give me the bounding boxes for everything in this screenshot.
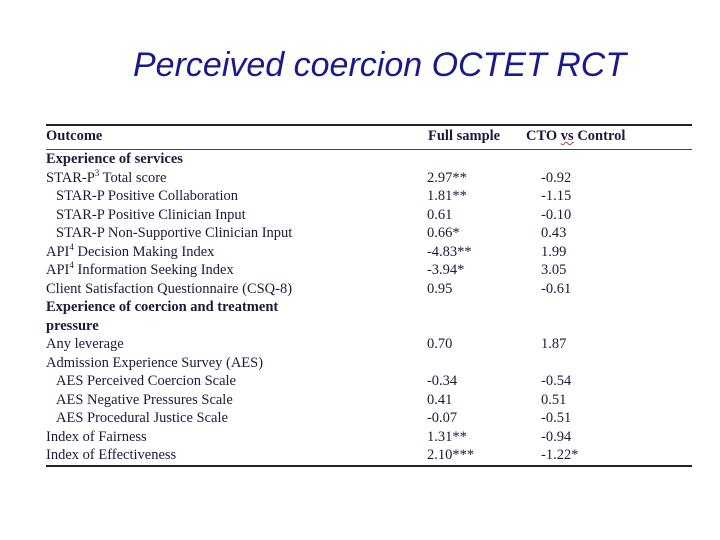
table-row: STAR-P Positive Collaboration 1.81** -1.… <box>46 187 692 206</box>
cto-vs-control-cell: -0.10 <box>541 206 572 223</box>
section-label: Experience of services <box>46 151 183 167</box>
full-sample-cell: 0.70 <box>426 336 453 352</box>
cto-vs-control-cell <box>519 354 692 373</box>
outcome-label: AES Procedural Justice Scale <box>56 410 228 426</box>
table-row: STAR-P Non-Supportive Clinician Input 0.… <box>46 224 692 243</box>
full-sample-cell: 0.41 <box>426 391 453 408</box>
table-row: Client Satisfaction Questionnaire (CSQ-8… <box>46 280 692 299</box>
cto-vs-control-cell: -1.15 <box>541 188 572 204</box>
full-sample-cell: 1.81** <box>426 188 467 204</box>
section-label: pressure <box>46 317 99 334</box>
table-row: Admission Experience Survey (AES) <box>46 354 692 373</box>
table-row: Index of Fairness 1.31** -0.94 <box>46 428 692 447</box>
outcome-label: Index of Effectiveness <box>46 447 177 463</box>
outcome-label: STAR-P Non-Supportive Clinician Input <box>56 225 293 241</box>
table-row: API4 Information Seeking Index -3.94* 3.… <box>46 261 692 280</box>
results-table: Outcome Full sample CTO vs Control Exper… <box>46 124 692 467</box>
full-sample-cell: -0.34 <box>426 373 458 389</box>
table-row: AES Procedural Justice Scale -0.07 -0.51 <box>46 409 692 428</box>
table-row: AES Negative Pressures Scale 0.41 0.51 <box>46 391 692 410</box>
cto-vs-control-cell: 3.05 <box>541 262 567 278</box>
outcome-label: STAR-P Positive Clinician Input <box>56 206 246 223</box>
full-sample-cell <box>421 150 519 169</box>
cto-vs-control-cell: -1.22* <box>541 447 579 463</box>
cto-vs-control-cell <box>519 298 692 317</box>
outcome-label: Client Satisfaction Questionnaire (CSQ-8… <box>46 280 293 297</box>
table-row: AES Perceived Coercion Scale -0.34 -0.54 <box>46 372 692 391</box>
cto-vs-control-cell <box>519 150 692 169</box>
cto-vs-control-cell: -0.92 <box>541 169 572 186</box>
table-row: pressure <box>46 317 692 336</box>
outcome-label: Admission Experience Survey (AES) <box>46 354 264 371</box>
outcome-label: API4 Information Seeking Index <box>46 260 234 278</box>
full-sample-cell: 0.61 <box>426 206 453 223</box>
table-header-row: Outcome Full sample CTO vs Control <box>46 126 692 146</box>
outcome-label: Any leverage <box>46 336 124 352</box>
header-cto-vs-control: CTO vs Control <box>526 128 626 144</box>
full-sample-cell <box>421 354 519 373</box>
table-row: Index of Effectiveness 2.10*** -1.22* <box>46 446 692 465</box>
cto-vs-control-cell: 1.87 <box>541 336 567 352</box>
section-label: Experience of coercion and treatment <box>46 299 279 315</box>
outcome-label: AES Negative Pressures Scale <box>56 391 233 408</box>
full-sample-cell: 2.97** <box>426 169 467 186</box>
full-sample-cell: -4.83** <box>426 243 472 260</box>
outcome-label: Index of Fairness <box>46 428 147 445</box>
cto-vs-control-cell: 1.99 <box>541 243 567 260</box>
cto-vs-control-cell: -0.51 <box>541 410 572 426</box>
table-row: API4 Decision Making Index -4.83** 1.99 <box>46 241 692 262</box>
cto-vs-control-cell: 0.43 <box>541 225 567 241</box>
cto-vs-control-cell: -0.94 <box>541 428 572 445</box>
table-row: Any leverage 0.70 1.87 <box>46 335 692 354</box>
cto-vs-control-cell <box>519 317 692 336</box>
full-sample-cell <box>421 317 519 336</box>
cto-vs-control-cell: 0.51 <box>541 391 567 408</box>
full-sample-cell: 0.66* <box>426 225 460 241</box>
slide-title: Perceived coercion OCTET RCT <box>133 46 627 84</box>
spellcheck-underline: vs <box>560 128 574 144</box>
outcome-label: STAR-P3 Total score <box>46 167 167 186</box>
table-row: Experience of coercion and treatment <box>46 298 692 317</box>
full-sample-cell: 1.31** <box>426 428 467 445</box>
outcome-label: API4 Decision Making Index <box>46 241 215 260</box>
header-outcome: Outcome <box>46 128 103 144</box>
table-top-rule <box>46 124 692 126</box>
full-sample-cell <box>421 298 519 317</box>
table-header-rule <box>46 149 692 150</box>
full-sample-cell: -3.94* <box>426 262 465 278</box>
table-row: STAR-P3 Total score 2.97** -0.92 <box>46 167 692 188</box>
outcome-label: AES Perceived Coercion Scale <box>56 373 236 389</box>
full-sample-cell: -0.07 <box>426 410 458 426</box>
cto-vs-control-cell: -0.54 <box>541 373 572 389</box>
table-row: STAR-P Positive Clinician Input 0.61 -0.… <box>46 206 692 225</box>
header-full-sample: Full sample <box>428 128 501 144</box>
table-bottom-rule <box>46 464 692 467</box>
outcome-label: STAR-P Positive Collaboration <box>56 188 238 204</box>
cto-vs-control-cell: -0.61 <box>541 280 572 297</box>
full-sample-cell: 0.95 <box>426 280 453 297</box>
full-sample-cell: 2.10*** <box>426 447 475 463</box>
table-row: Experience of services <box>46 150 692 169</box>
